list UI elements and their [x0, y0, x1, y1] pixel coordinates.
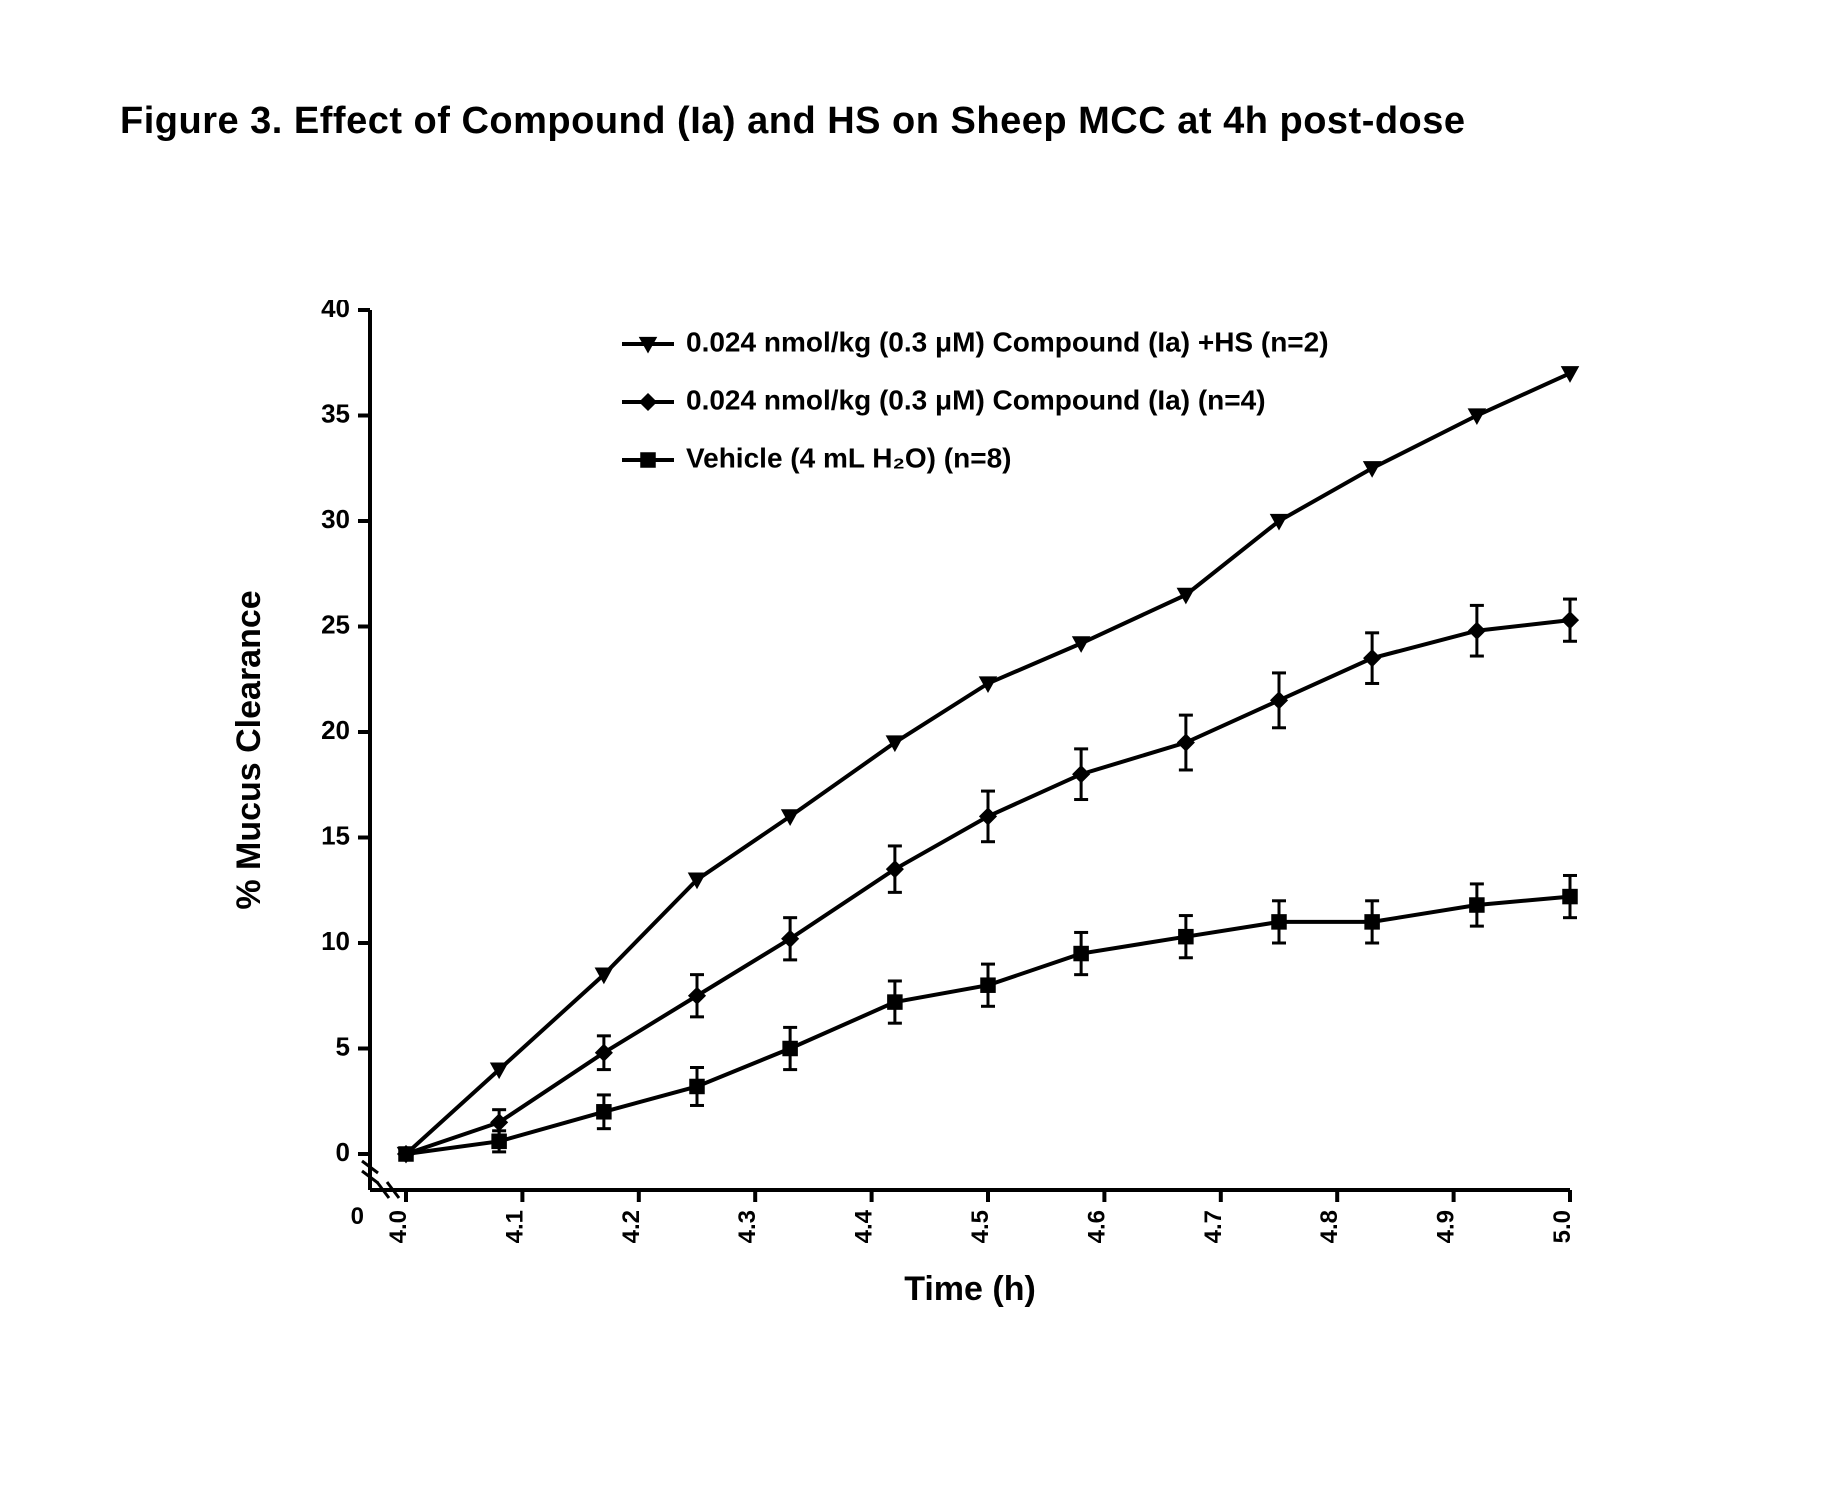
x-tick-label: 5.0 — [1549, 1210, 1576, 1243]
x-tick-label: 4.5 — [967, 1210, 994, 1243]
x-tick-label: 4.0 — [385, 1210, 412, 1243]
x-tick-label: 4.3 — [734, 1210, 761, 1243]
x-tick-label: 4.9 — [1433, 1210, 1460, 1243]
y-tick-label: 35 — [321, 398, 350, 428]
y-tick-label: 10 — [321, 926, 350, 956]
figure-title: Figure 3. Effect of Compound (Ia) and HS… — [120, 100, 1466, 143]
y-tick-label: 25 — [321, 609, 350, 639]
chart-container: 0 5 10 15 20 25 30 35 40 4.0 4.1 4.2 4.3 4.4 4.5 4.6 4.7… — [220, 300, 1630, 1345]
y-tick-label: 0 — [336, 1137, 350, 1167]
y-tick-label: 5 — [336, 1031, 350, 1061]
x-tick-label: 4.1 — [501, 1210, 528, 1243]
legend-label: 0.024 nmol/kg (0.3 μM) Compound (Ia) +HS… — [686, 326, 1329, 357]
x-origin-label: 0 — [351, 1203, 364, 1230]
series-s1 — [398, 367, 1578, 1162]
series-s3 — [399, 875, 1577, 1161]
y-tick-label: 15 — [321, 820, 350, 850]
x-tick-label: 4.2 — [618, 1210, 645, 1243]
x-tick-label: 4.8 — [1316, 1210, 1343, 1243]
legend: 0.024 nmol/kg (0.3 μM) Compound (Ia) +HS… — [622, 326, 1329, 473]
line-chart: 0 5 10 15 20 25 30 35 40 4.0 4.1 4.2 4.3 4.4 4.5 4.6 4.7… — [220, 300, 1630, 1340]
x-axis-label: Time (h) — [904, 1270, 1036, 1308]
y-tick-label: 30 — [321, 504, 350, 534]
x-tick-label: 4.4 — [851, 1209, 878, 1243]
y-tick-label: 40 — [321, 300, 350, 323]
y-tick-label: 20 — [321, 715, 350, 745]
legend-label: Vehicle (4 mL H₂O) (n=8) — [686, 442, 1011, 473]
x-tick-label: 4.6 — [1083, 1210, 1110, 1243]
x-tick-label: 4.7 — [1200, 1210, 1227, 1243]
legend-label: 0.024 nmol/kg (0.3 μM) Compound (Ia) (n=… — [686, 384, 1266, 415]
y-axis-label: % Mucus Clearance — [230, 590, 268, 909]
